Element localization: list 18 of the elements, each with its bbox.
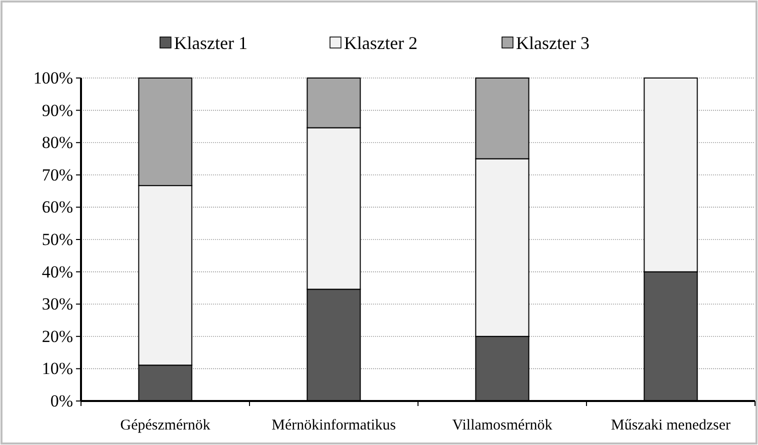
legend-label: Klaszter 3 bbox=[516, 33, 590, 53]
y-tick-label: 90% bbox=[42, 100, 73, 120]
x-tick-label: Mérnökinformatikus bbox=[272, 418, 396, 434]
y-tick-label: 100% bbox=[33, 68, 73, 88]
y-tick-label: 70% bbox=[42, 165, 73, 184]
y-tick-label: 30% bbox=[42, 294, 73, 314]
y-tick-label: 0% bbox=[50, 391, 73, 410]
legend-label: Klaszter 2 bbox=[344, 33, 418, 53]
y-tick-label: 80% bbox=[42, 133, 73, 152]
y-tick-label: 50% bbox=[42, 230, 73, 249]
y-tick-label: 10% bbox=[42, 359, 73, 378]
x-tick-label: Műszaki menedzser bbox=[610, 418, 731, 434]
y-tick-label: 40% bbox=[42, 262, 73, 282]
y-tick-label: 60% bbox=[42, 198, 73, 217]
x-tick-label: Gépészmérnök bbox=[120, 418, 211, 434]
x-tick-label: Villamosmérnök bbox=[452, 418, 553, 434]
y-tick-label: 20% bbox=[42, 326, 73, 346]
legend-label: Klaszter 1 bbox=[174, 33, 248, 53]
